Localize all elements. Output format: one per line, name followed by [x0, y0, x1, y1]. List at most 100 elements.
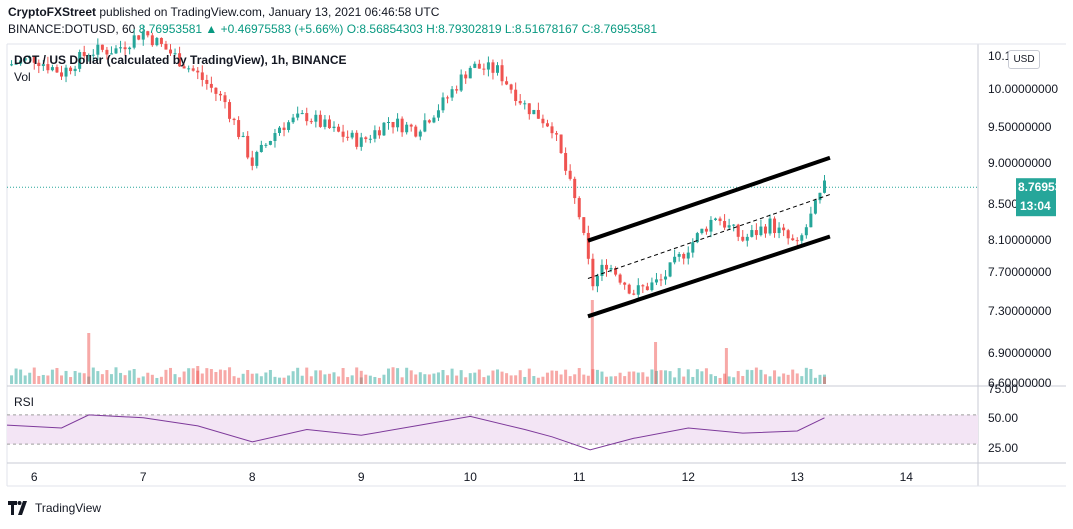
volume-bar	[382, 374, 386, 384]
volume-bar	[446, 375, 450, 384]
candle-body	[759, 226, 763, 236]
volume-bar	[396, 368, 400, 384]
candle-body	[482, 68, 486, 70]
tradingview-logo[interactable]: TradingView	[8, 501, 101, 515]
candle-body	[209, 83, 213, 88]
volume-bar	[368, 375, 372, 384]
volume-bar	[400, 377, 404, 384]
candle-body	[623, 282, 627, 285]
volume-bar	[355, 367, 359, 384]
candle-body	[78, 52, 82, 69]
volume-bar	[577, 368, 581, 384]
candle-body	[723, 221, 727, 228]
volume-bar	[555, 370, 559, 384]
candle-body	[795, 240, 799, 242]
candle-body	[214, 87, 218, 94]
candle-body	[464, 74, 468, 79]
candle-body	[714, 218, 717, 220]
candle-body	[373, 130, 377, 139]
volume-bar	[41, 374, 45, 384]
volume-bar	[318, 370, 322, 384]
candle-body	[309, 121, 313, 123]
publish-date: published on TradingView.com, January 13…	[99, 5, 440, 19]
volume-bar	[364, 374, 368, 384]
candle-body	[191, 68, 195, 71]
candle-body	[28, 56, 32, 59]
volume-bar	[704, 368, 708, 384]
volume-bar	[78, 372, 82, 384]
volume-bar	[91, 367, 95, 384]
candle-body	[223, 95, 227, 103]
volume-bar	[327, 373, 331, 384]
volume-bar	[300, 375, 304, 384]
candle-body	[818, 192, 822, 201]
candle-body	[305, 113, 309, 122]
rsi-line	[6, 414, 825, 451]
volume-bar	[346, 377, 350, 384]
volume-bar	[264, 372, 268, 384]
candle-body	[55, 67, 59, 73]
candle-body	[468, 67, 472, 79]
candle-body	[532, 109, 536, 115]
candle-body	[155, 37, 159, 46]
volume-bar	[241, 373, 245, 384]
candle-body	[455, 89, 459, 91]
price-tick-label: 7.30000000	[988, 304, 1052, 318]
candle-body	[809, 213, 813, 228]
candle-body	[804, 227, 808, 236]
volume-bar	[600, 371, 604, 384]
volume-bar	[723, 373, 727, 384]
volume-bar	[436, 372, 440, 384]
volume-bar	[659, 370, 663, 384]
candle-body	[32, 56, 36, 63]
volume-bar	[536, 377, 540, 384]
candle-body	[123, 47, 127, 50]
volume-bar	[259, 376, 263, 384]
volume-bar	[178, 377, 182, 384]
candle-body	[350, 132, 354, 138]
candle-body	[595, 275, 599, 287]
volume-bar	[141, 376, 145, 384]
volume-bar	[791, 369, 795, 384]
volume-bar	[350, 375, 354, 384]
volume-bar	[100, 374, 104, 384]
tradingview-icon	[8, 501, 27, 515]
volume-bar	[763, 374, 767, 384]
volume-bar	[291, 371, 295, 384]
candle-body	[704, 228, 708, 232]
price-tick-label: 9.50000000	[988, 120, 1052, 134]
candle-body	[682, 253, 686, 259]
candle-body	[150, 35, 154, 46]
volume-bar	[523, 376, 527, 384]
candle-body	[709, 219, 713, 232]
candle-body	[727, 225, 731, 228]
publish-info: CryptoFXStreet published on TradingView.…	[8, 5, 439, 19]
volume-bar	[677, 368, 681, 384]
volume-bar	[455, 375, 459, 384]
candle-body	[691, 242, 695, 253]
candle-body	[677, 253, 681, 257]
candle-body	[745, 236, 749, 241]
candle-body	[754, 230, 758, 236]
currency-button[interactable]: USD	[1008, 50, 1040, 69]
candle-body	[137, 35, 141, 40]
candle-body	[300, 113, 304, 115]
candle-body	[514, 89, 518, 101]
symbol-id: BINANCE:DOTUSD, 60	[8, 22, 136, 36]
price-tick-label: 10.1	[988, 49, 1012, 63]
candle-body	[114, 48, 118, 54]
candle-body	[500, 65, 504, 82]
volume-bar	[282, 377, 286, 384]
symbol-label: DOT / US Dollar (calculated by TradingVi…	[14, 53, 347, 67]
time-tick-label: 7	[140, 470, 147, 484]
volume-bar	[627, 371, 631, 384]
ohlc-values: 8.76953581 ▲ +0.46975583 (+5.66%) O:8.56…	[138, 22, 658, 36]
candle-body	[632, 293, 636, 295]
candle-body	[477, 63, 481, 69]
volume-bar	[169, 367, 172, 384]
candle-body	[686, 252, 690, 259]
volume-bar	[337, 376, 341, 384]
volume-spike	[724, 348, 728, 384]
candle-body	[46, 64, 50, 71]
